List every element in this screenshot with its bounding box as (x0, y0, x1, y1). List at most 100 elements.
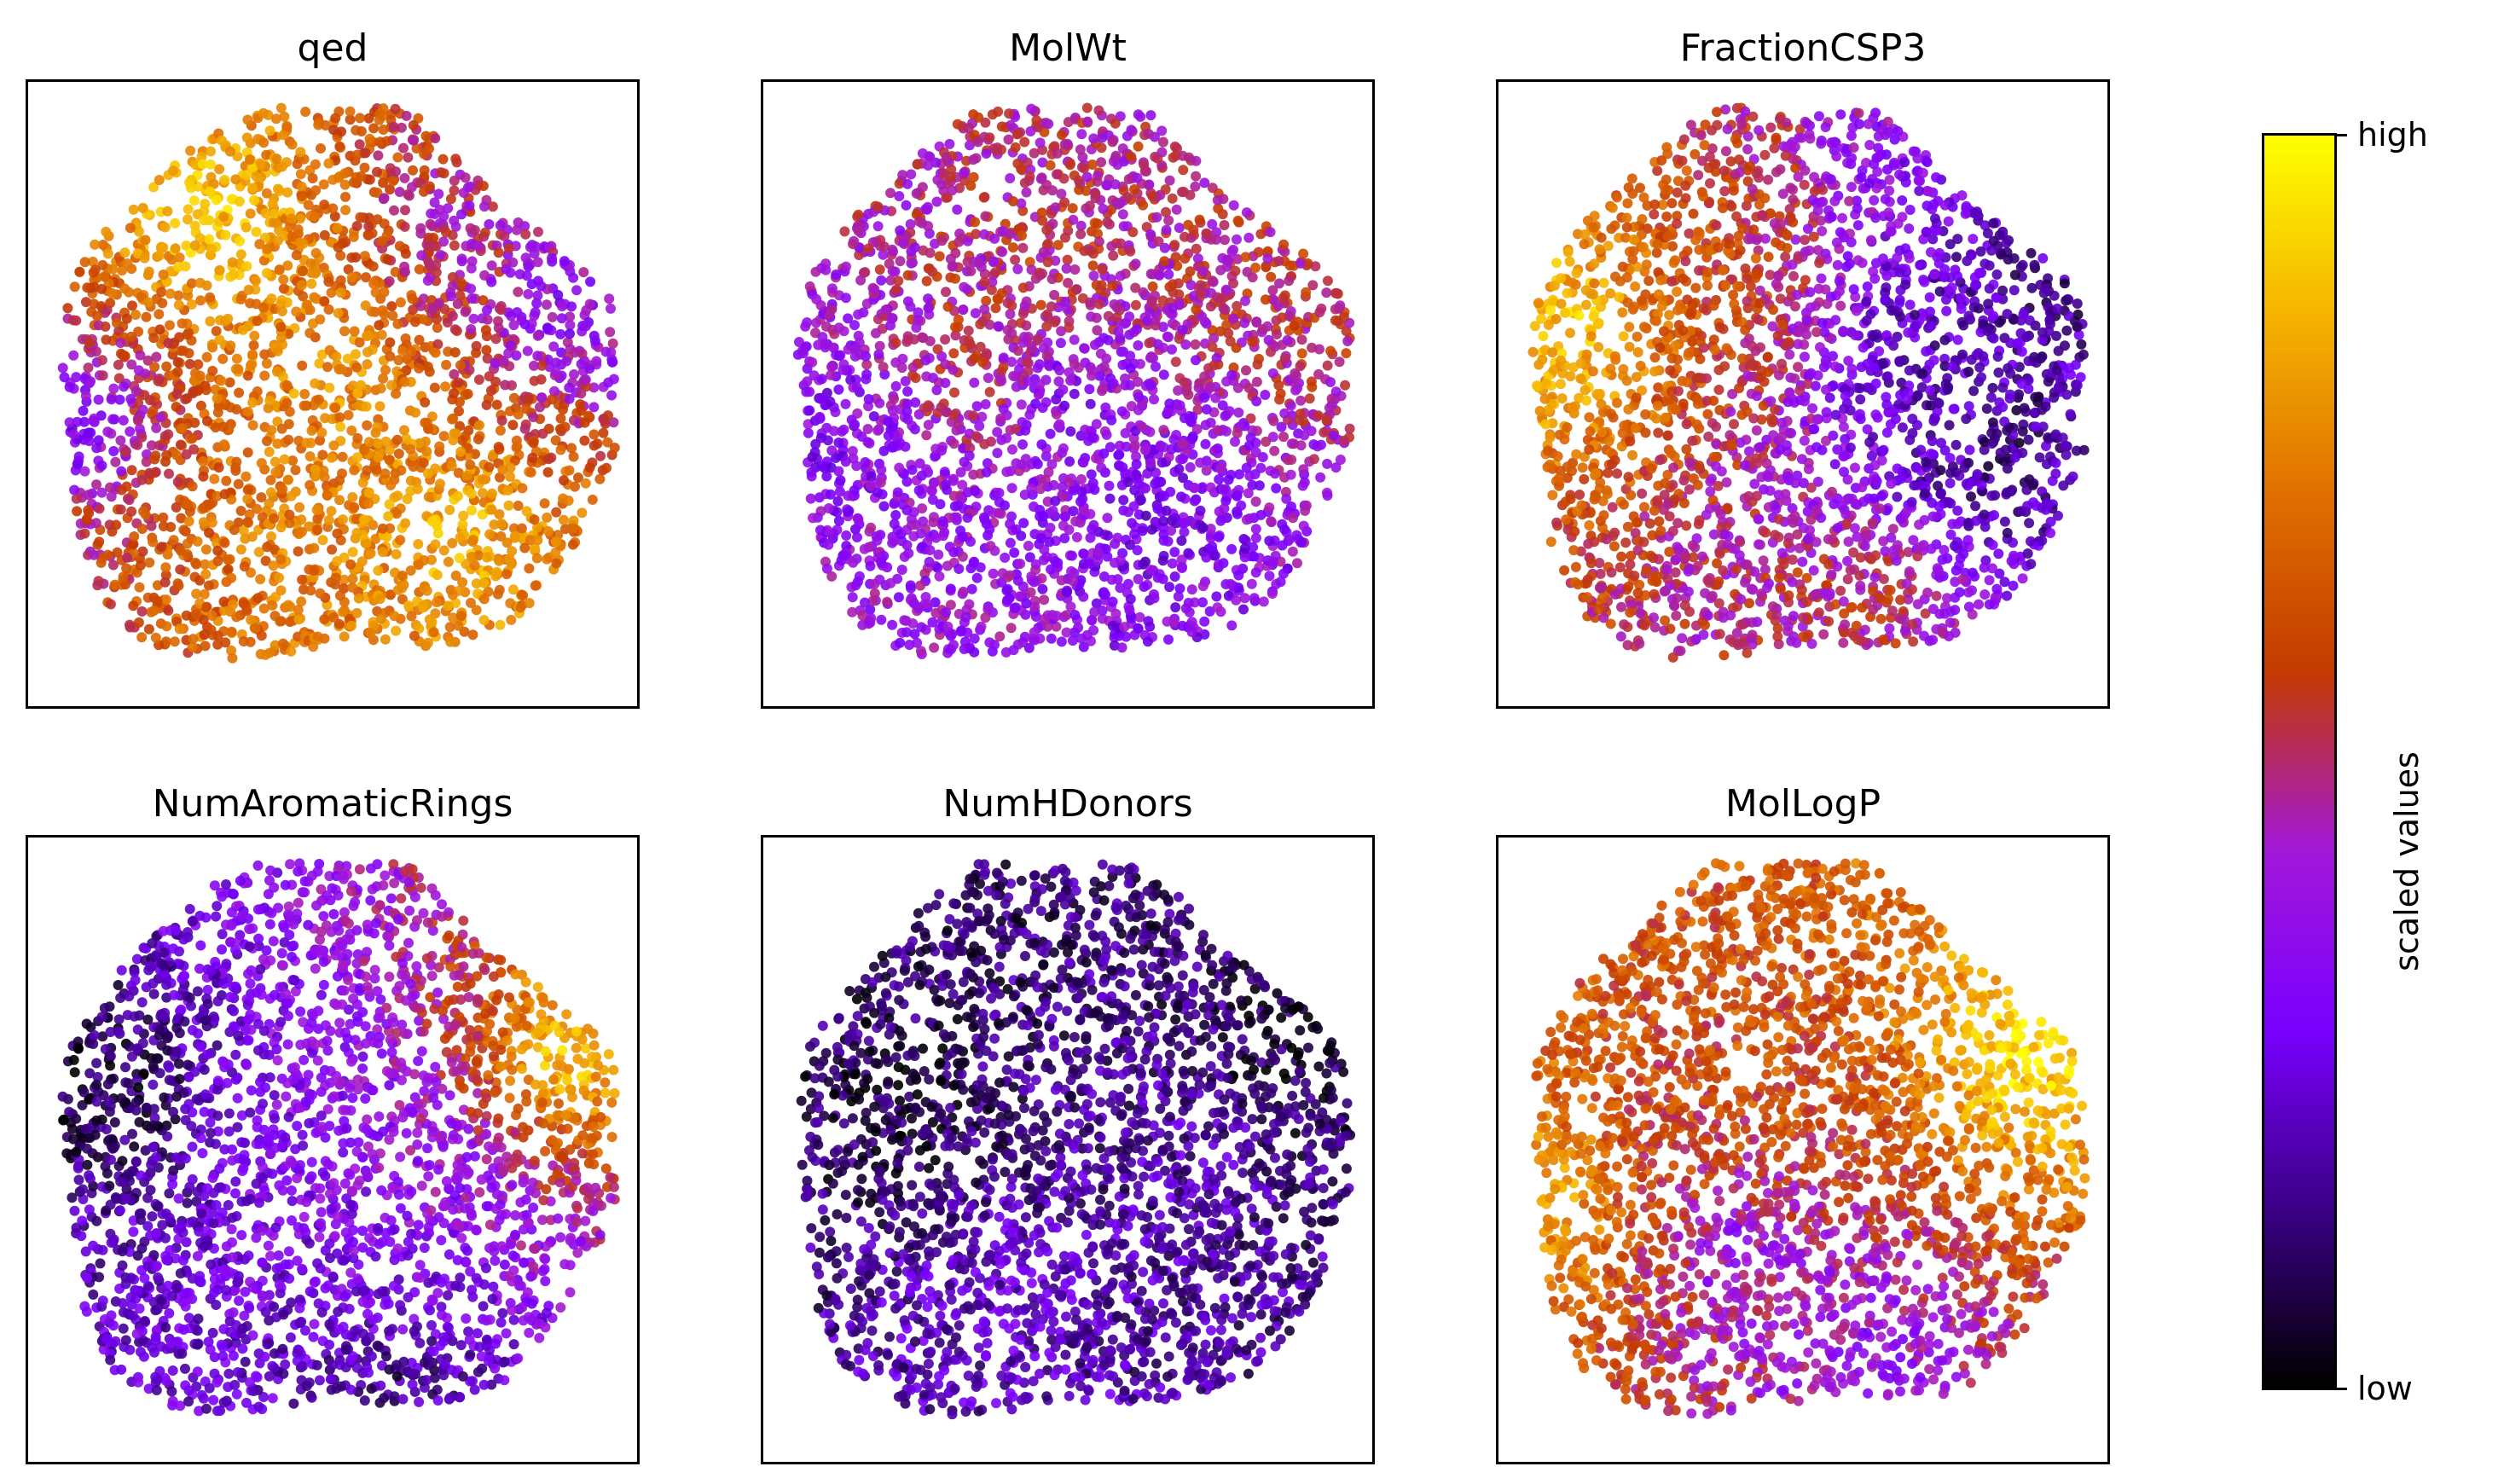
data-point (884, 258, 895, 270)
data-point (1104, 442, 1116, 453)
data-point (600, 346, 612, 357)
data-point (399, 172, 410, 183)
data-point (281, 397, 293, 409)
data-point (385, 479, 397, 490)
data-point (424, 143, 435, 154)
data-point (826, 369, 837, 380)
data-point (1107, 596, 1118, 607)
data-point (1167, 344, 1177, 355)
data-point (939, 169, 950, 180)
data-point (385, 163, 396, 174)
data-point (335, 250, 346, 261)
data-point (1253, 246, 1264, 258)
data-point (1220, 284, 1232, 295)
data-point (971, 572, 982, 583)
data-point (1246, 578, 1257, 589)
data-point (1243, 382, 1255, 393)
data-point (247, 420, 258, 431)
data-point (503, 500, 514, 511)
data-point (865, 604, 876, 615)
data-point (840, 398, 851, 409)
data-point (435, 478, 445, 490)
data-point (490, 376, 501, 387)
data-point (849, 419, 861, 430)
data-point (928, 373, 938, 383)
data-point (384, 275, 395, 287)
data-point (189, 240, 200, 251)
data-point (1244, 471, 1255, 481)
data-point (202, 415, 212, 426)
data-point (1135, 495, 1146, 506)
data-point (349, 501, 360, 513)
data-point (142, 355, 154, 366)
data-point (78, 405, 89, 416)
data-point (932, 344, 943, 355)
data-point (1219, 220, 1230, 230)
data-point (1192, 253, 1203, 264)
data-point (1147, 281, 1158, 292)
data-point (878, 249, 889, 260)
data-point (1220, 496, 1232, 507)
data-point (194, 370, 206, 381)
data-point (1162, 331, 1173, 342)
data-point (564, 382, 575, 393)
data-point (363, 330, 374, 341)
data-point (447, 589, 458, 600)
data-point (594, 473, 606, 484)
data-point (810, 266, 821, 277)
data-point (62, 303, 73, 314)
data-point (887, 405, 898, 416)
data-point (203, 580, 214, 591)
data-point (1078, 548, 1089, 559)
data-point (1081, 171, 1093, 183)
data-point (1104, 219, 1115, 230)
data-point (384, 455, 395, 466)
data-point (114, 394, 125, 405)
data-point (449, 388, 459, 399)
data-point (93, 394, 104, 405)
data-point (136, 632, 148, 643)
data-point (220, 637, 231, 648)
data-point (397, 345, 409, 357)
data-point (335, 421, 346, 432)
data-point (443, 556, 454, 567)
data-point (1052, 169, 1062, 180)
data-point (218, 212, 229, 223)
data-point (168, 535, 179, 546)
data-point (405, 443, 416, 455)
data-point (246, 614, 257, 625)
data-point (377, 547, 388, 558)
data-point (448, 435, 459, 446)
data-point (399, 425, 409, 436)
data-point (245, 154, 255, 165)
data-point (429, 382, 440, 393)
data-point (1330, 462, 1342, 473)
data-point (109, 579, 120, 590)
data-point (363, 221, 374, 232)
data-point (825, 489, 836, 500)
data-point (1046, 459, 1058, 470)
data-point (1006, 119, 1016, 130)
data-point (234, 196, 245, 207)
data-point (384, 444, 395, 455)
data-point (182, 549, 193, 559)
data-point (508, 523, 519, 534)
data-point (355, 113, 365, 124)
data-point (1266, 588, 1278, 599)
data-point (919, 568, 930, 579)
data-point (370, 287, 381, 298)
data-point (1024, 552, 1035, 563)
data-point (953, 500, 964, 511)
data-point (263, 403, 274, 414)
data-point (1322, 458, 1333, 469)
data-point (905, 301, 916, 312)
data-point (1139, 582, 1150, 592)
data-point (970, 217, 981, 228)
data-point (258, 137, 270, 148)
data-point (963, 325, 974, 336)
data-point (310, 247, 322, 258)
data-point (1064, 367, 1075, 378)
data-point (1078, 591, 1089, 602)
data-point (821, 563, 832, 574)
data-point (872, 487, 883, 498)
